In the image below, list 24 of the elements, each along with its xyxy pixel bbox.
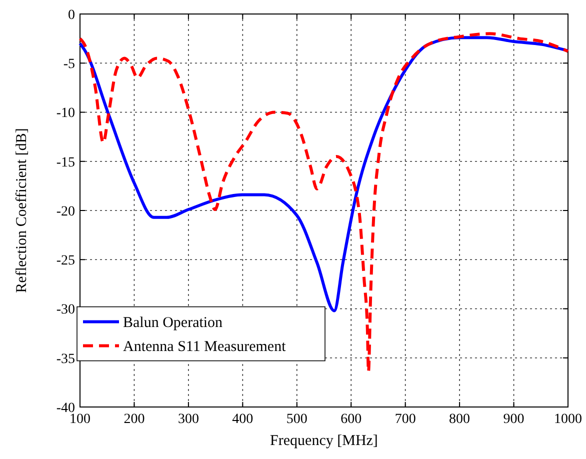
x-tick-label: 1000 (554, 412, 582, 427)
line-series (78, 32, 570, 374)
y-tick-label: -25 (56, 254, 75, 269)
y-tick-label: -10 (56, 106, 75, 122)
legend-label: Antenna S11 Measurement (123, 339, 287, 356)
x-tick-label: 900 (503, 412, 524, 427)
legend-label: Balun Operation (123, 315, 224, 332)
y-tick-label: -30 (56, 302, 75, 318)
x-tick-label: 300 (178, 412, 199, 427)
y-tick-label: 0 (68, 8, 75, 23)
x-tick-label: 800 (449, 412, 470, 427)
x-tick-label: 700 (394, 412, 416, 427)
y-axis-title: Reflection Coefficient [dB] (14, 128, 30, 293)
y-tick-label: -5 (63, 57, 75, 72)
y-tick-label: -20 (56, 204, 75, 220)
y-tick-label: -35 (56, 352, 75, 367)
x-axis-title: Frequency [MHz] (270, 433, 378, 449)
line-series (78, 36, 570, 312)
x-tick-label: 100 (70, 412, 90, 427)
x-tick-label: 600 (340, 412, 362, 427)
x-tick-label: 200 (124, 412, 145, 427)
x-tick-label: 400 (232, 412, 254, 427)
y-tick-label: -15 (56, 155, 75, 170)
x-tick-label: 500 (286, 412, 308, 427)
